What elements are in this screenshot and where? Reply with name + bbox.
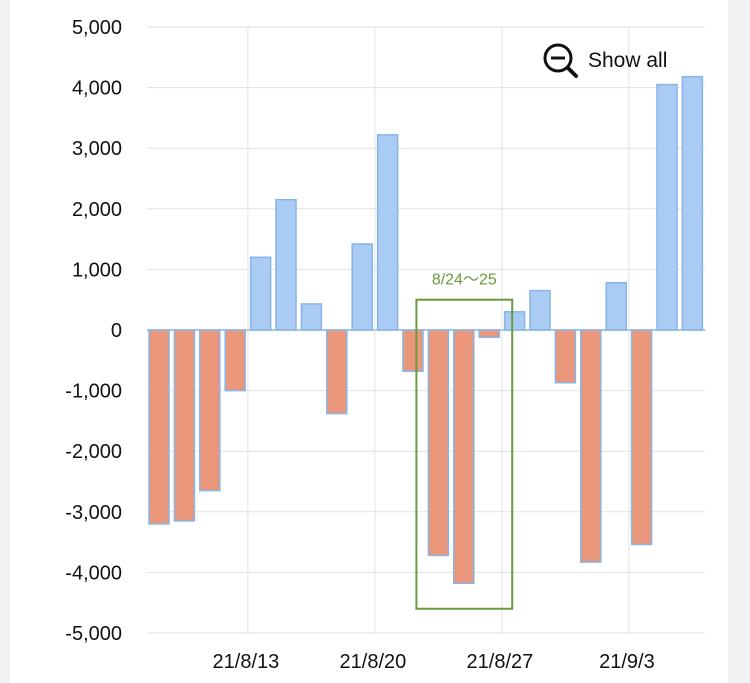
bar	[402, 329, 424, 372]
y-tick-label: 1,000	[72, 259, 122, 281]
y-tick-label: 0	[111, 320, 122, 342]
bar	[630, 329, 653, 546]
bar	[503, 311, 526, 331]
y-tick-label: 2,000	[72, 199, 122, 221]
y-tick-label: 3,000	[72, 138, 122, 160]
bar	[351, 243, 373, 331]
bar	[605, 281, 627, 331]
annotation-label: 8/24〜25	[432, 272, 497, 289]
bar	[326, 329, 348, 415]
bar	[173, 329, 196, 522]
y-tick-label: -3,000	[65, 502, 122, 524]
x-tick-label: 21/8/13	[213, 651, 280, 673]
y-tick-label: 5,000	[72, 17, 122, 39]
bar	[224, 329, 246, 392]
bar	[656, 83, 678, 331]
y-tick-label: -2,000	[65, 441, 122, 463]
y-tick-label: 4,000	[72, 78, 122, 100]
bar	[148, 329, 170, 525]
show-all-label: Show all	[588, 49, 668, 72]
bar	[249, 256, 272, 331]
bar	[376, 134, 399, 331]
bar	[681, 75, 704, 331]
bar	[427, 329, 450, 557]
x-tick-label: 21/8/20	[340, 651, 407, 673]
chart-card: 5,000 4,000 3,000 2,000 1,000 0 -1,000 -2,000 -3…	[10, 0, 728, 683]
bar	[275, 198, 297, 331]
zoom-out-icon	[543, 43, 578, 78]
bar	[478, 329, 500, 339]
bar	[554, 329, 577, 384]
bar	[453, 329, 475, 585]
x-tick-label: 21/8/27	[467, 651, 534, 673]
bar	[199, 329, 221, 492]
show-all-button[interactable]: Show all	[542, 42, 667, 80]
bar	[529, 289, 551, 331]
y-tick-label: -5,000	[65, 623, 122, 645]
bar	[300, 303, 323, 331]
y-tick-label: -4,000	[65, 562, 122, 584]
y-tick-label: -1,000	[65, 381, 122, 403]
annotation-box	[415, 298, 514, 610]
x-tick-label: 21/9/3	[599, 651, 655, 673]
bar-chart: 5,000 4,000 3,000 2,000 1,000 0 -1,000 -2,000 -3…	[65, 17, 705, 673]
bar	[580, 329, 602, 563]
